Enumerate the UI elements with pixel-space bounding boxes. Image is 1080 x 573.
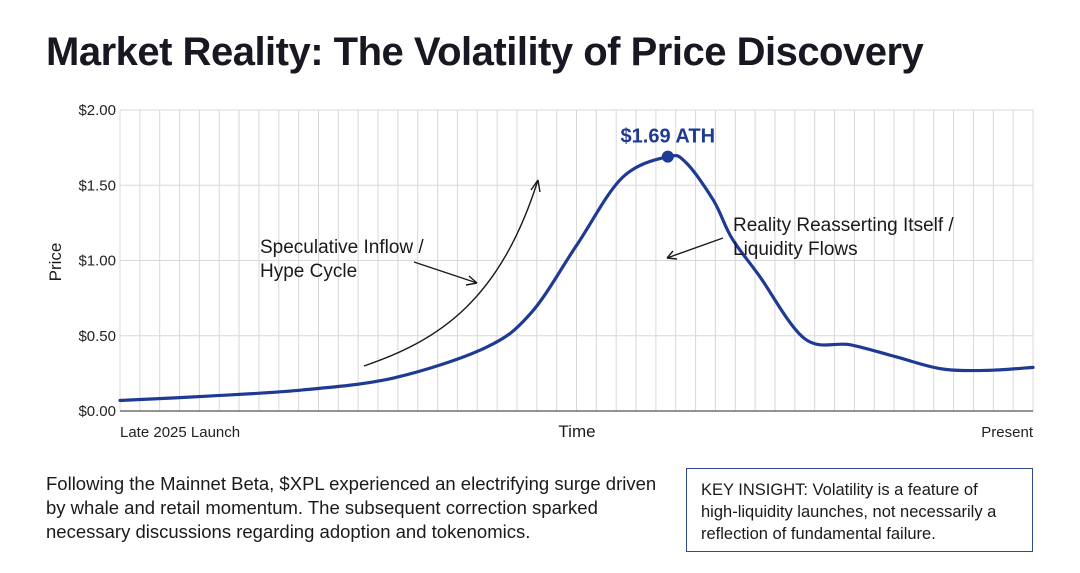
hype-arrowhead [530,179,541,193]
y-axis-ticks: $0.00 $0.50 $1.00 $1.50 $2.00 [78,102,116,420]
y-tick-label: $1.50 [78,177,116,194]
hype-arrow-line [363,179,539,367]
hype-annotation-line-2: Hype Cycle [260,261,357,282]
y-tick-label: $0.50 [78,328,116,345]
reality-annotation-line-1: Reality Reasserting Itself / [733,215,954,236]
y-tick-label: $2.00 [78,102,116,119]
x-tick-label: Present [981,424,1034,441]
reality-pointer-arrow [666,237,724,260]
description-text: Following the Mainnet Beta, $XPL experie… [46,473,657,542]
ath-label: $1.69 ATH [621,126,715,148]
page-title: Market Reality: The Volatility of Price … [46,30,924,74]
ath-data-point [661,150,674,163]
price-series-line [118,153,1035,403]
hype-annotation: Speculative Inflow / Hype Cycle [260,237,429,282]
hype-pointer-arrow [413,261,478,286]
x-axis-title: Time [558,422,595,441]
x-tick-label: Late 2025 Launch [120,424,240,441]
reality-annotation-line-2: Liquidity Flows [733,239,858,260]
hype-annotation-line-1: Speculative Inflow / [260,237,424,258]
x-axis-ticks: Late 2025 Launch Present [120,424,1034,441]
y-axis-title: Price [46,243,65,282]
price-chart: $0.00 $0.50 $1.00 $1.50 $2.00 Late 2025 Laun… [46,102,1035,441]
y-tick-label: $0.00 [78,403,116,420]
key-insight-box: KEY INSIGHT: Volatility is a feature of … [686,468,1033,552]
reality-annotation: Reality Reasserting Itself / Liquidity F… [733,215,959,260]
y-tick-label: $1.00 [78,253,116,270]
